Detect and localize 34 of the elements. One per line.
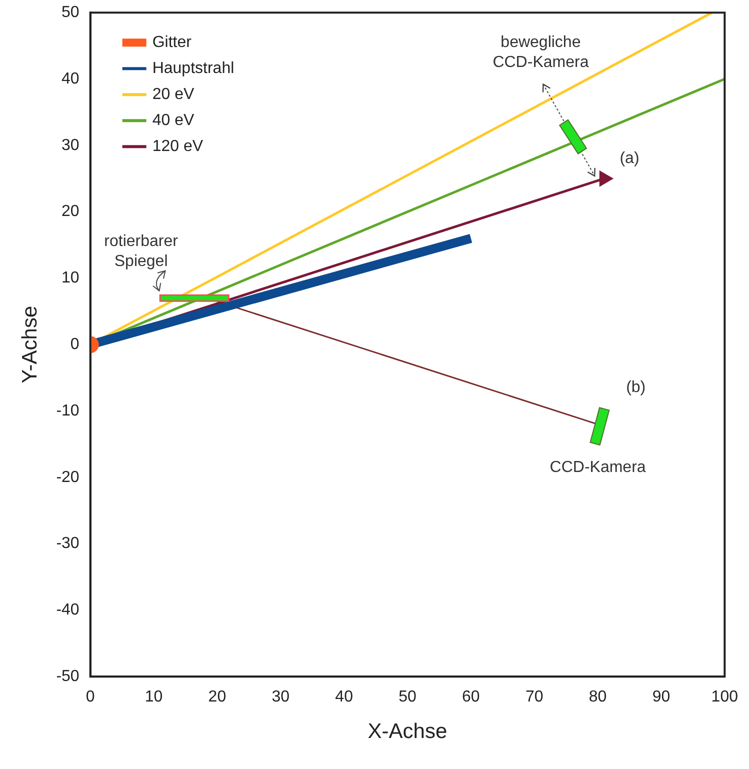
y-tick-label: 0 — [70, 336, 80, 354]
y-tick-label: 10 — [62, 270, 80, 287]
y-tick-label: -20 — [56, 468, 80, 486]
annotation: (b) — [626, 379, 646, 396]
legend-label: Gitter — [152, 34, 192, 52]
y-tick-label: -10 — [56, 402, 80, 420]
x-tick-label: 70 — [525, 688, 544, 706]
legend-label: Hauptstrahl — [152, 60, 234, 78]
y-tick-label: -40 — [56, 602, 80, 619]
x-tick-label: 20 — [208, 688, 226, 706]
y-axis-title: Y-Achse — [18, 306, 42, 384]
legend-label: 120 eV — [152, 138, 204, 156]
x-tick-label: 10 — [144, 688, 163, 706]
x-tick-label: 60 — [462, 688, 480, 706]
y-tick-label: 30 — [62, 136, 80, 154]
y-tick-label: -30 — [56, 535, 80, 552]
x-tick-label: 100 — [711, 688, 738, 706]
legend-label: 40 eV — [152, 112, 194, 130]
y-tick-label: 20 — [62, 203, 80, 220]
x-tick-label: 40 — [335, 688, 354, 706]
y-tick-label: -50 — [56, 668, 80, 686]
x-tick-label: 30 — [272, 688, 290, 706]
annotation: bewegliche CCD-Kamera — [492, 34, 589, 71]
annotation: CCD-Kamera — [550, 458, 646, 476]
x-tick-label: 80 — [588, 688, 607, 706]
x-tick-label: 90 — [652, 688, 670, 706]
annotation: (a) — [620, 150, 640, 168]
y-tick-label: 50 — [62, 4, 80, 22]
legend-label: 20 eV — [152, 86, 194, 104]
y-tick-label: 40 — [62, 70, 80, 88]
x-tick-label: 0 — [86, 688, 95, 706]
x-axis-title: X-Achse — [368, 720, 448, 744]
annotation: rotierbarer Spiegel — [104, 233, 179, 270]
x-tick-label: 50 — [398, 688, 416, 706]
